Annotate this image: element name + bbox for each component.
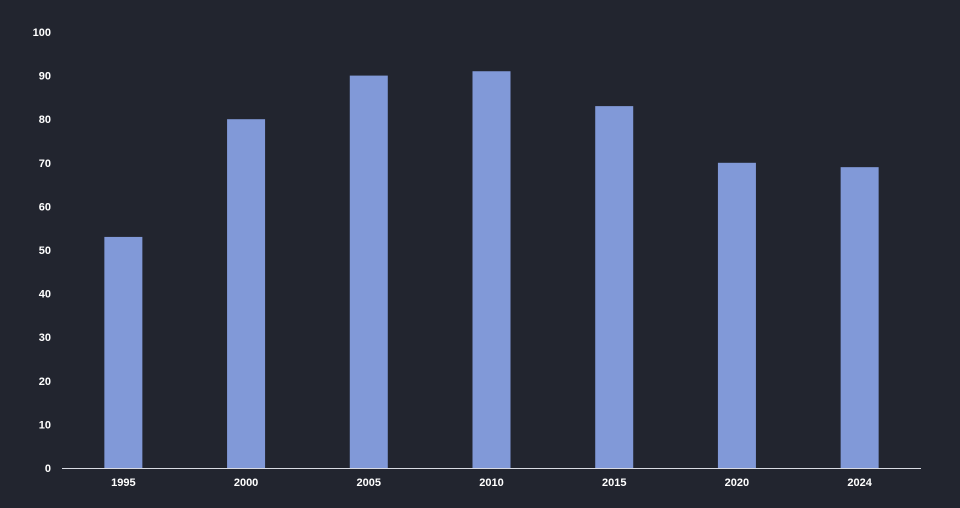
y-tick-label: 30 <box>39 332 51 344</box>
y-axis-ticks: 0 10 20 30 40 50 60 70 80 90 100 <box>33 27 51 475</box>
x-tick-label: 2024 <box>847 477 872 489</box>
y-tick-label: 0 <box>45 463 51 475</box>
bar-2020 <box>717 162 756 469</box>
y-tick-label: 40 <box>39 289 51 301</box>
x-axis-ticks: 1995 2000 2005 2010 2015 2020 2024 <box>111 477 873 489</box>
x-tick-label: 2005 <box>357 477 381 489</box>
y-tick-label: 70 <box>39 158 51 170</box>
bar-2005 <box>349 75 388 468</box>
y-tick-label: 60 <box>39 201 51 213</box>
x-tick-label: 1995 <box>111 477 135 489</box>
bar-2000 <box>227 119 266 468</box>
bar-2015 <box>595 106 634 469</box>
bar-1995 <box>104 236 143 468</box>
y-tick-label: 50 <box>39 245 51 257</box>
y-tick-label: 80 <box>39 114 51 126</box>
y-tick-label: 20 <box>39 376 51 388</box>
y-tick-label: 90 <box>39 71 51 83</box>
bar-2010 <box>472 71 511 469</box>
x-tick-label: 2015 <box>602 477 626 489</box>
bar-2024 <box>840 167 879 468</box>
y-tick-label: 100 <box>33 27 51 39</box>
x-tick-label: 2010 <box>479 477 503 489</box>
bars <box>104 71 879 469</box>
x-tick-label: 2020 <box>725 477 749 489</box>
x-tick-label: 2000 <box>234 477 258 489</box>
y-tick-label: 10 <box>39 419 51 431</box>
